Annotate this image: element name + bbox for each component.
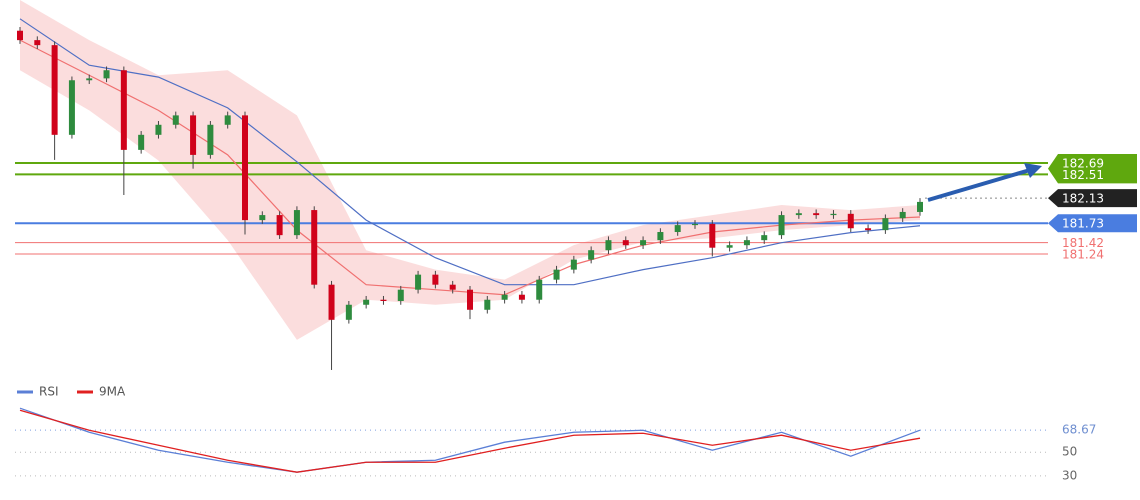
candle-body [68, 80, 75, 135]
forecast-arrow-head [1024, 163, 1042, 178]
candle-body [311, 210, 318, 285]
level-tag [1048, 154, 1137, 184]
candle-body [588, 250, 595, 260]
moving-average [19, 18, 921, 286]
candle-body [259, 215, 266, 221]
candle-body [120, 70, 127, 150]
legend-label: RSI [39, 385, 59, 399]
candle-body [345, 304, 352, 320]
candle-body [224, 115, 231, 125]
candle-body [882, 218, 889, 231]
candle-body [622, 240, 629, 246]
candle-body [363, 299, 370, 305]
candle-body [518, 294, 525, 300]
y-tick-label: 30 [1062, 468, 1077, 482]
candle-body [190, 115, 197, 155]
level-tag [1048, 189, 1137, 208]
candle-body [397, 289, 404, 301]
level-label: 182.13 [1062, 192, 1104, 206]
candle-body [501, 294, 508, 300]
candle-body [415, 274, 422, 290]
candle-body [657, 232, 664, 241]
candle-body [726, 245, 733, 248]
candle-body [813, 213, 820, 216]
candle-body [795, 213, 802, 216]
candle-body [17, 30, 23, 41]
candle-body [484, 299, 491, 310]
forecast-arrow [927, 168, 1031, 202]
candle-body [917, 201, 923, 212]
candle-body [51, 45, 58, 135]
candle-body [432, 274, 439, 285]
rsi-line [19, 409, 921, 473]
candle-body [692, 223, 698, 226]
candle-body [761, 235, 768, 241]
candle-body [847, 213, 854, 229]
candle-body [865, 228, 872, 231]
y-tick-label: 68.67 [1062, 423, 1096, 437]
candle-body [605, 240, 612, 251]
level-tag [1048, 214, 1137, 233]
candle-body [328, 284, 335, 320]
candle-body [449, 284, 456, 290]
level-label: 181.24 [1062, 247, 1104, 261]
candle-body [899, 211, 906, 219]
candle-body [467, 289, 473, 310]
legend-label: 9MA [99, 385, 126, 399]
level-label: 181.42 [1062, 236, 1104, 250]
candle-body [172, 115, 179, 125]
candle-body [674, 225, 681, 233]
level-label: 182.69 [1062, 157, 1104, 171]
candle-body [709, 223, 716, 248]
bollinger-band [20, 0, 920, 340]
candle-body [536, 279, 543, 300]
candle-body [570, 259, 577, 270]
candle-body [155, 124, 162, 135]
candle-body [242, 115, 248, 221]
level-label: 182.51 [1062, 168, 1104, 182]
candle-body [34, 40, 41, 46]
candle-body [640, 240, 647, 246]
candle-body [743, 240, 750, 246]
candle-body [103, 70, 110, 79]
candle-body [293, 210, 300, 236]
candle-body [553, 269, 560, 280]
candle-body [276, 215, 283, 236]
candle-body [86, 78, 93, 81]
candle-body [138, 134, 145, 150]
rsi-line [19, 407, 921, 473]
y-tick-label: 50 [1062, 445, 1077, 459]
candle-body [778, 215, 785, 236]
rsi-panel: 30 50 68.67 RSI 9MA [15, 385, 1096, 482]
candle-body [207, 124, 214, 155]
candle-body [830, 213, 837, 216]
candle-body [380, 299, 387, 301]
level-label: 181.73 [1062, 217, 1104, 231]
